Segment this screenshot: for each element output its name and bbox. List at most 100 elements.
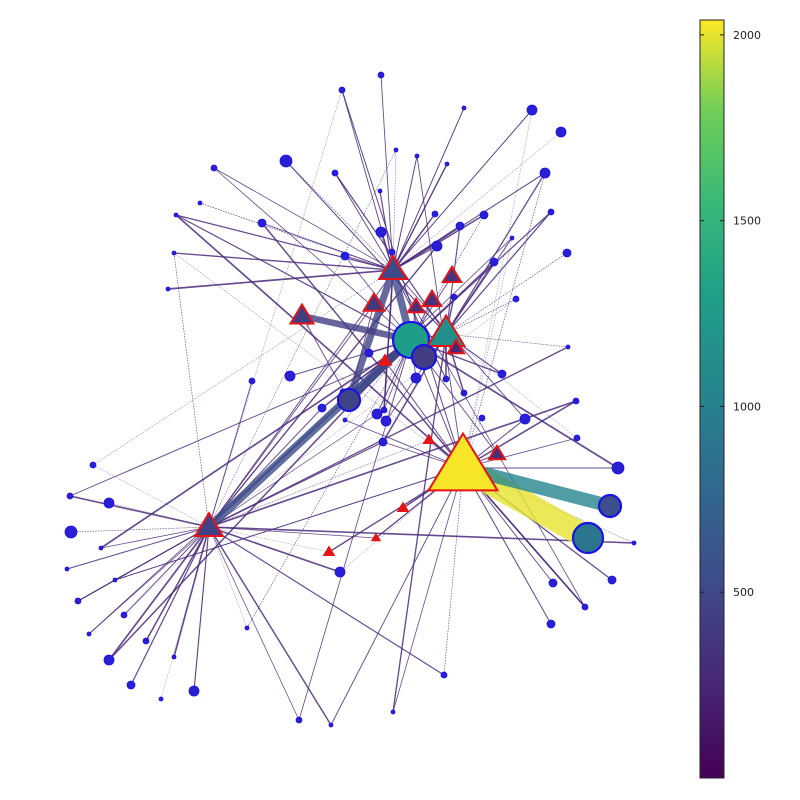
graph-node-small <box>284 370 296 382</box>
graph-node-small <box>112 577 118 583</box>
graph-node-small <box>74 597 82 605</box>
graph-edge <box>443 467 464 676</box>
graph-edge <box>445 333 578 439</box>
graph-node-small <box>158 696 164 702</box>
graph-edge <box>384 360 464 469</box>
graph-edge <box>208 526 248 629</box>
graph-node-small <box>512 295 520 303</box>
graph-node-small <box>142 637 150 645</box>
graph-edge <box>92 269 394 466</box>
graph-edge <box>100 339 412 549</box>
graph-edge <box>289 339 412 377</box>
graph-node-small <box>165 286 171 292</box>
graph-edge <box>208 303 375 528</box>
graph-node-small <box>86 631 92 637</box>
graph-edge <box>208 526 635 544</box>
graph-node-small <box>103 654 115 666</box>
graph-node-small <box>546 619 556 629</box>
graph-edge <box>208 526 341 573</box>
graph-node-small <box>631 540 637 546</box>
graph-edge <box>379 190 394 271</box>
graph-node-small-triangle <box>377 353 393 366</box>
graph-node-small <box>248 377 256 385</box>
graph-edge <box>462 109 533 469</box>
graph-edge <box>175 214 394 271</box>
graph-edge <box>392 131 562 271</box>
graph-node-t_e <box>406 297 426 314</box>
graph-edge <box>167 269 394 290</box>
graph-edge <box>392 107 465 271</box>
graph-edge <box>410 296 455 341</box>
graph-edge <box>77 526 210 602</box>
graph-edge <box>145 526 210 642</box>
graph-edge <box>392 155 418 271</box>
graph-edge <box>208 439 430 528</box>
graph-node-small <box>519 413 531 425</box>
graph-node-small <box>431 240 443 252</box>
colorbar-tick-label: 2000 <box>733 29 761 42</box>
graph-node-small <box>489 257 499 267</box>
graph-node-small <box>461 105 467 111</box>
graph-edge <box>173 252 464 469</box>
graph-node-small <box>103 497 115 509</box>
graph-edge <box>108 502 210 528</box>
graph-node-small <box>607 575 617 585</box>
graph-node-small <box>197 200 203 206</box>
graph-node-small-triangle <box>322 545 336 556</box>
graph-edge <box>160 526 210 700</box>
colorbar-tick-label: 500 <box>733 586 754 599</box>
graph-edge <box>208 413 378 528</box>
graph-edge <box>208 526 377 539</box>
graph-node-t_c <box>441 264 463 283</box>
graph-node-small <box>378 437 388 447</box>
graph-node-small <box>547 208 555 216</box>
graph-node-small <box>380 406 388 414</box>
graph-edge <box>285 160 394 271</box>
graph-node-small <box>573 434 581 442</box>
graph-node-small <box>548 578 558 588</box>
graph-node-small <box>562 248 572 258</box>
graph-edge <box>208 400 577 528</box>
graph-node-small-triangle <box>422 433 436 444</box>
colorbar-tick-label: 1000 <box>733 400 761 413</box>
graph-edge <box>445 298 517 335</box>
graph-node-small <box>539 167 551 179</box>
graph-node-small <box>64 525 78 539</box>
graph-edge <box>208 526 300 721</box>
graph-edge <box>462 467 552 625</box>
graph-node-small <box>478 414 486 422</box>
graph-node-small <box>338 86 346 94</box>
graph-edge <box>208 526 445 676</box>
graph-node-t_f <box>487 444 507 461</box>
graph-edge <box>445 252 568 335</box>
graph-node-small <box>173 212 179 218</box>
colorbar: 500 1000 1500 2000 <box>699 19 761 779</box>
graph-edge <box>246 339 412 629</box>
graph-edge <box>410 339 619 469</box>
graph-node-small <box>364 348 374 358</box>
graph-node-small <box>455 221 465 231</box>
graph-node-h_yellow <box>426 431 500 492</box>
graph-edge <box>392 109 533 271</box>
graph-edge <box>445 211 552 335</box>
graph-edge <box>69 495 210 528</box>
graph-edge <box>108 526 210 661</box>
graph-edge <box>344 419 464 469</box>
graph-edge <box>70 526 210 533</box>
graph-node-small <box>171 250 177 256</box>
graph-node-small <box>440 671 448 679</box>
graph-edge <box>66 526 210 570</box>
graph-edge <box>114 467 464 581</box>
graph-node-small <box>340 251 350 261</box>
graph-node-small <box>393 147 399 153</box>
graph-node-small-triangle <box>370 532 382 542</box>
graph-edge <box>173 252 210 528</box>
graph-node-t_b <box>361 291 387 312</box>
graph-node-small <box>572 397 580 405</box>
graph-node-small <box>431 210 439 218</box>
graph-node-c_e <box>597 493 623 519</box>
graph-node-small <box>331 169 339 177</box>
graph-edge <box>462 237 513 469</box>
graph-edge <box>445 237 513 335</box>
